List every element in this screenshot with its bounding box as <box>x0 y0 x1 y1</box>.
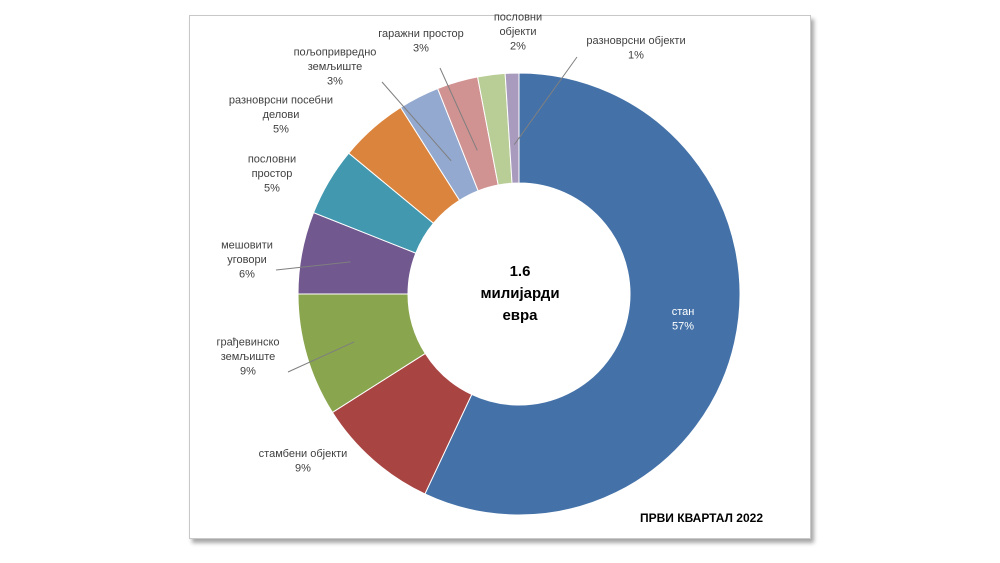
slice-label-5-line-1: делови <box>263 109 300 121</box>
slice-label-0-line-0: стан <box>672 306 695 318</box>
slice-label-1-line-0: стамбени објекти <box>259 448 348 460</box>
center-label-line-1: 1.6 <box>510 263 531 280</box>
slice-label-4-line-1: простор <box>252 168 293 180</box>
slice-label-4-line-2: 5% <box>264 183 280 195</box>
slice-label-5: разноврсни посебни делови 5% <box>229 95 333 136</box>
slices-group <box>297 72 741 516</box>
slice-label-2-line-2: 9% <box>240 366 256 378</box>
slice-label-1-line-1: 9% <box>295 462 311 474</box>
slice-label-9: разноврсни објекти 1% <box>586 35 685 62</box>
slice-label-7-line-0: гаражни простор <box>378 28 464 40</box>
slice-label-4: пословни простор 5% <box>248 154 296 195</box>
slice-label-9-line-0: разноврсни објекти <box>586 35 685 47</box>
slice-label-6-line-2: 3% <box>327 76 343 88</box>
slice-label-6-line-1: земљиште <box>308 61 363 73</box>
leader-line-2 <box>287 341 355 373</box>
leader-line-6 <box>381 81 452 162</box>
leader-line-9 <box>513 56 578 145</box>
period-label: ПРВИ КВАРТАЛ 2022 <box>640 511 763 525</box>
leader-line-7 <box>439 67 478 151</box>
slice-label-8-line-2: 2% <box>510 41 526 53</box>
slice-label-5-line-2: 5% <box>273 124 289 136</box>
slice-label-8-line-0: пословни <box>494 12 542 24</box>
slice-0 <box>424 72 741 516</box>
slice-label-0-line-1: 57% <box>672 320 694 332</box>
slice-label-7: гаражни простор 3% <box>378 28 464 55</box>
slice-label-2-line-1: земљиште <box>221 351 276 363</box>
center-label-line-2: милијарди <box>480 285 559 302</box>
slice-label-7-line-1: 3% <box>413 42 429 54</box>
slice-label-0: стан 57% <box>672 306 695 333</box>
slice-label-3-line-1: уговори <box>227 254 267 266</box>
slice-label-2: грађевинско земљиште 9% <box>216 337 279 378</box>
slice-label-3-line-2: 6% <box>239 269 255 281</box>
slice-label-6-line-0: пољопривредно <box>294 47 377 59</box>
slice-label-5-line-0: разноврсни посебни <box>229 95 333 107</box>
center-label-line-3: евра <box>502 307 538 324</box>
slice-label-3-line-0: мешовити <box>221 240 273 252</box>
slice-label-2-line-0: грађевинско <box>216 337 279 349</box>
slice-label-1: стамбени објекти 9% <box>259 448 348 475</box>
slice-9 <box>504 72 520 184</box>
slice-label-6: пољопривредно земљиште 3% <box>294 47 377 88</box>
slice-label-8: пословни објекти 2% <box>494 12 542 53</box>
slice-label-9-line-1: 1% <box>628 49 644 61</box>
slice-labels-group: стан 57% стамбени објекти 9% грађевинско земљ… <box>216 12 694 475</box>
slice-label-8-line-1: објекти <box>499 26 536 38</box>
slice-label-4-line-0: пословни <box>248 154 296 166</box>
leader-lines-group <box>275 56 578 373</box>
slice-label-3: мешовити уговори 6% <box>221 240 273 281</box>
leader-line-3 <box>275 261 351 271</box>
